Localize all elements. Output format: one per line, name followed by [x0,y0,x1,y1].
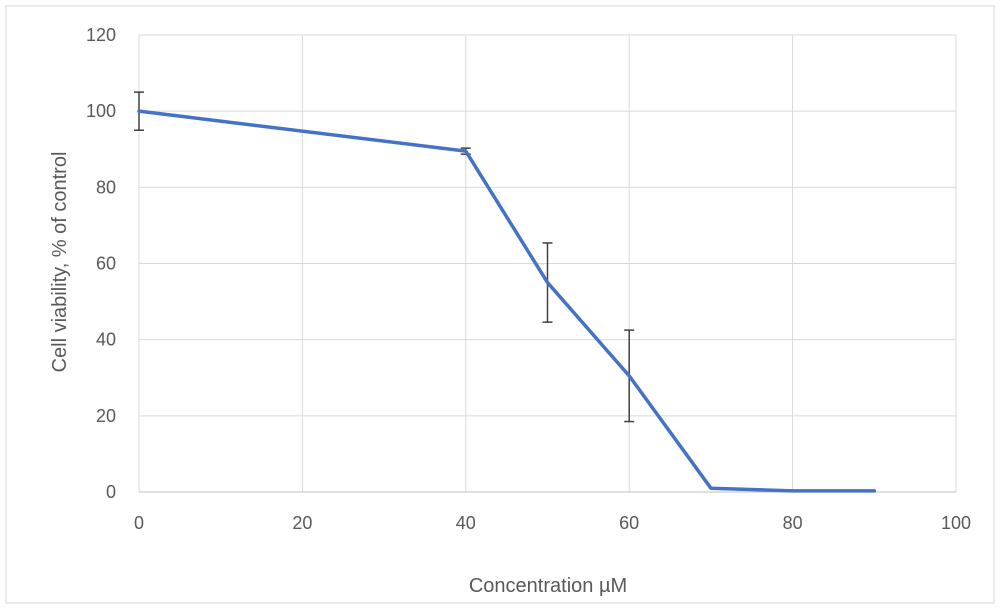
x-axis-label: Concentration µM [469,575,627,597]
y-tick-label: 60 [96,254,116,274]
tick-labels: 0 20 40 60 80 100 120 0 20 40 60 80 100 [86,25,971,533]
x-tick-label: 60 [619,513,639,533]
grid [139,34,957,492]
y-tick-label: 0 [106,482,116,502]
y-tick-label: 40 [96,330,116,350]
x-tick-label: 40 [456,513,476,533]
y-axis-label: Cell viability, % of control [49,152,71,373]
series-group [137,109,877,493]
x-tick-label: 20 [292,513,312,533]
x-tick-label: 100 [941,513,971,533]
x-tick-label: 0 [134,513,144,533]
data-point [546,281,549,285]
data-point [627,374,631,378]
data-point [709,486,713,490]
x-tick-label: 80 [783,513,803,533]
y-tick-label: 80 [96,177,116,197]
data-point [464,149,468,153]
y-tick-label: 120 [86,25,116,45]
data-point [872,489,876,493]
data-point [791,489,795,493]
data-point [137,109,141,113]
chart-frame [5,5,995,604]
y-tick-label: 100 [86,101,116,121]
y-tick-label: 20 [96,406,116,426]
